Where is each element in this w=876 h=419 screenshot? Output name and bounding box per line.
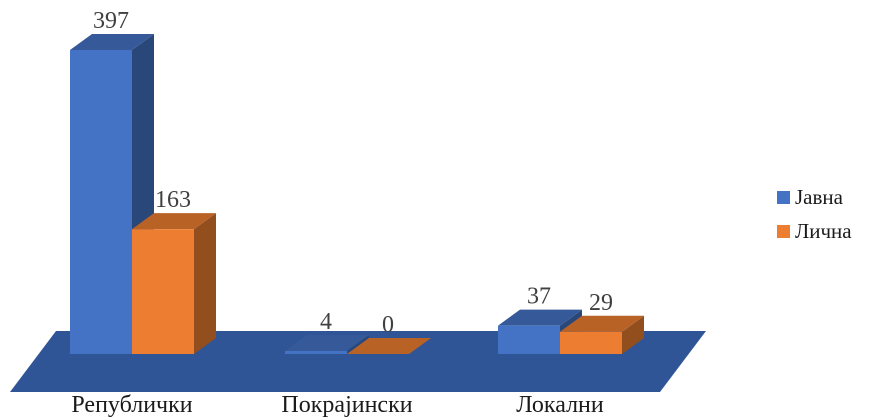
bar-top-face (560, 315, 644, 332)
legend-swatch-javna (777, 190, 790, 204)
bar-front-face (560, 331, 622, 354)
bar-licna-lokalni (560, 315, 644, 354)
bar-top-face (498, 309, 582, 326)
bar-licna-pokrajinski (347, 338, 431, 354)
data-label-licna-pokrajinski: 0 (382, 312, 394, 338)
data-label-javna-lokalni: 37 (527, 284, 551, 310)
legend-label-javna: Јавна (795, 184, 843, 209)
legend-swatch-licna (777, 224, 790, 238)
bar-side-face (194, 213, 216, 354)
category-label-republicki: Републички (71, 392, 192, 418)
bar-licna-republicki (132, 213, 216, 354)
bar-top-face (285, 334, 369, 351)
bar-side-face (347, 334, 369, 354)
bar-front-face (498, 325, 560, 354)
bar-javna-pokrajinski (285, 334, 369, 354)
legend-label-licna: Лична (795, 218, 852, 243)
legend-item-javna: Јавна (777, 180, 852, 214)
bar-front-face (70, 50, 132, 354)
category-label-lokalni: Локални (516, 392, 604, 418)
legend-item-licna: Лична (777, 214, 852, 248)
category-label-pokrajinski: Покрајински (281, 392, 412, 418)
bar-front-face (285, 350, 347, 354)
bar-front-face (132, 229, 194, 354)
bar-top-face (347, 338, 431, 354)
bar-side-face (622, 315, 644, 354)
bar-top-face (132, 213, 216, 230)
data-label-javna-pokrajinski: 4 (320, 309, 332, 335)
bar-top-face (70, 34, 154, 50)
data-label-javna-republicki: 397 (93, 8, 129, 34)
chart-legend: Јавна Лична (777, 180, 852, 248)
data-label-licna-lokalni: 29 (589, 290, 613, 316)
data-label-licna-republicki: 163 (155, 187, 191, 213)
